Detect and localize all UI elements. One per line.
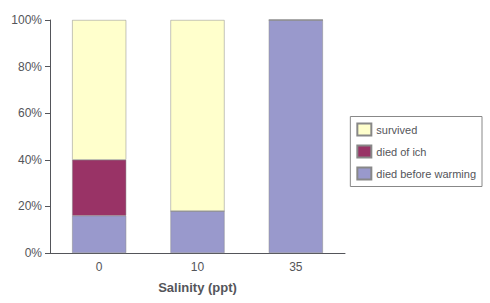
svg-text:35: 35: [289, 260, 303, 274]
svg-text:died before warming: died before warming: [376, 168, 476, 180]
svg-text:20%: 20%: [18, 199, 42, 213]
svg-text:40%: 40%: [18, 153, 42, 167]
svg-text:80%: 80%: [18, 60, 42, 74]
svg-text:died of ich: died of ich: [376, 146, 426, 158]
svg-text:survived: survived: [376, 124, 417, 136]
svg-text:60%: 60%: [18, 106, 42, 120]
svg-text:10: 10: [191, 260, 205, 274]
svg-text:0: 0: [96, 260, 103, 274]
svg-text:0%: 0%: [25, 246, 43, 260]
svg-text:Salinity (ppt): Salinity (ppt): [158, 280, 237, 295]
svg-text:100%: 100%: [11, 13, 42, 27]
